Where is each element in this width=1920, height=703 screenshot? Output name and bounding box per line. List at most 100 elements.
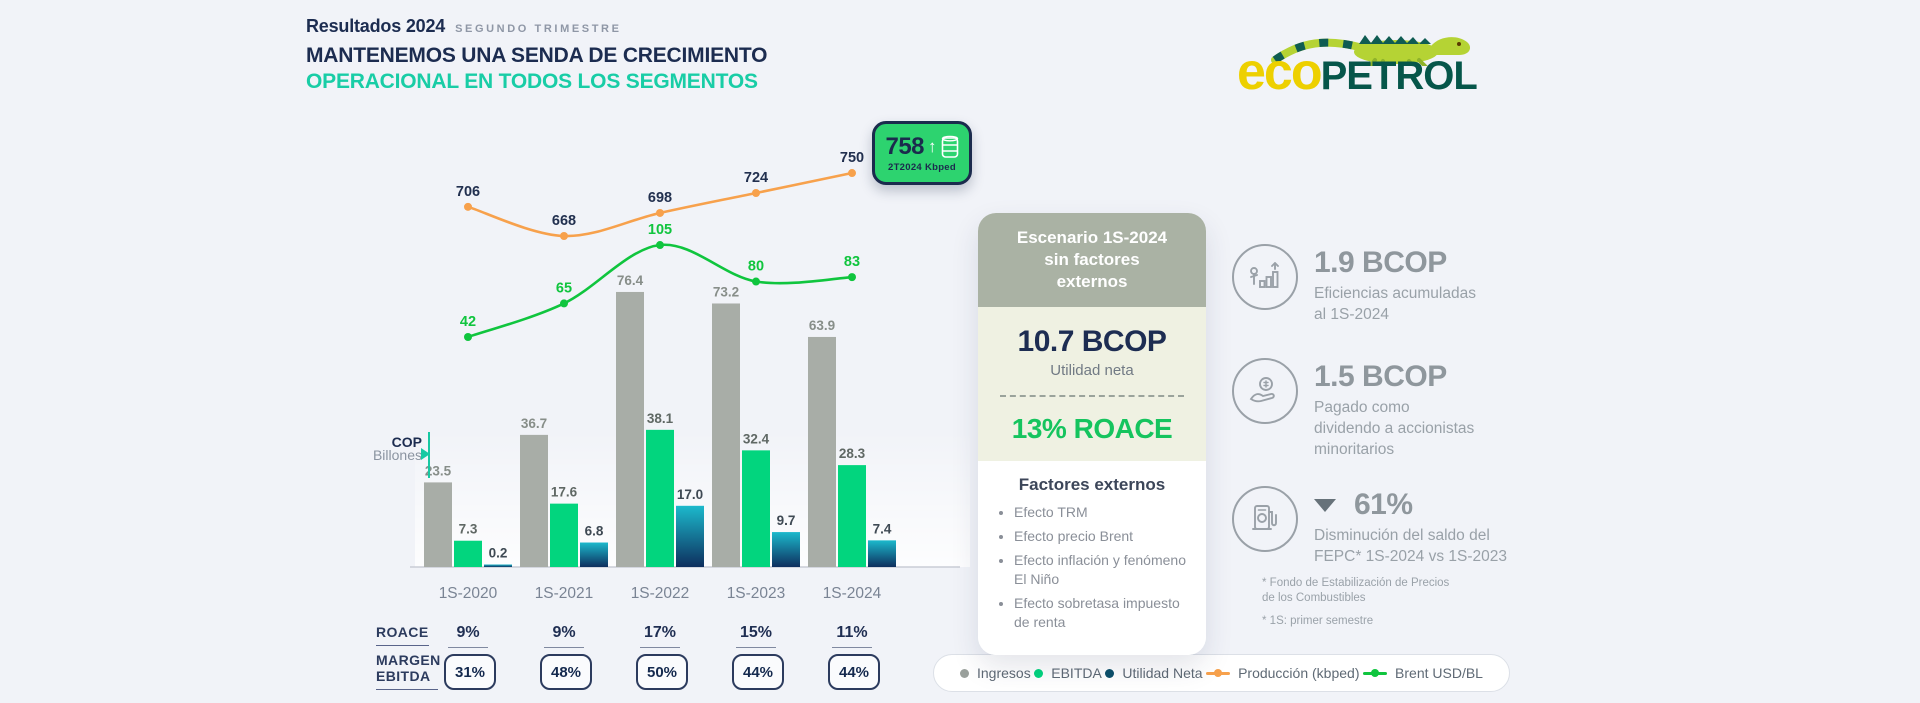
bar-ingresos xyxy=(520,434,548,567)
bar-value-label: 17.6 xyxy=(551,485,578,500)
chart-legend: Ingresos EBITDA Utilidad Neta Producción (k… xyxy=(933,654,1510,692)
bar-utilidad-neta xyxy=(772,532,800,567)
scenario-card-metrics: 10.7 BCOP Utilidad neta 13% ROACE xyxy=(978,307,1206,461)
production-highlight-badge: 758 ↑ 2T2024 Kbped xyxy=(872,121,972,185)
footnote-fepc: * Fondo de Estabilización de Precios de … xyxy=(1262,577,1450,604)
ecopetrol-wordmark: eco PETROL xyxy=(1237,43,1478,101)
hand-coin-icon xyxy=(1232,358,1298,424)
footnote-semestre: * 1S: primer semestre xyxy=(1262,615,1374,627)
line-point xyxy=(656,208,664,217)
decrease-triangle-icon xyxy=(1314,498,1336,512)
net-income-value: 10.7 BCOP xyxy=(1017,325,1167,358)
category-label: 1S-2023 xyxy=(727,585,786,602)
line-value-label: 706 xyxy=(456,184,480,200)
legend-line-icon xyxy=(1363,669,1388,677)
legend-label: Brent USD/BL xyxy=(1395,665,1483,681)
stat-value: 1.5 BCOP xyxy=(1314,360,1447,393)
category-label: 1S-2020 xyxy=(439,585,498,602)
legend-item: Ingresos xyxy=(960,665,1031,681)
bar-value-label: 32.4 xyxy=(743,431,770,446)
quarter-note: SEGUNDO TRIMESTRE xyxy=(455,23,622,35)
roace-value: 9% xyxy=(529,624,599,648)
line-brent xyxy=(467,243,853,339)
legend-label: EBITDA xyxy=(1051,665,1102,681)
combo-chart-svg: 23.5 36.7 76.4 73.2 63.9 7.3 17.6 38.1 32.4 28.3 0… xyxy=(410,150,970,602)
margen-row-label: MARGEN EBITDA xyxy=(376,652,440,690)
bar-value-label: 28.3 xyxy=(839,446,866,461)
bar-value-label: 6.8 xyxy=(585,524,604,539)
margen-ebitda-value: 31% xyxy=(444,654,496,690)
bar-value-label: 7.3 xyxy=(459,522,478,537)
iguana-icon xyxy=(1271,35,1471,66)
category-label: 1S-2022 xyxy=(631,585,690,602)
legend-item: Brent USD/BL xyxy=(1363,665,1483,681)
legend-label: Producción (kbped) xyxy=(1238,665,1360,681)
header: Resultados 2024 SEGUNDO TRIMESTRE MANTEN… xyxy=(306,16,767,95)
line-point xyxy=(848,169,856,178)
line-point xyxy=(752,277,760,286)
wordmark-eco: eco xyxy=(1237,43,1323,101)
bar-value-label: 0.2 xyxy=(489,546,508,561)
legend-dot-icon xyxy=(960,668,969,678)
line-point xyxy=(464,202,472,211)
stat-desc: Disminución del saldo del FEPC* 1S-2024 … xyxy=(1314,527,1507,565)
bar-ingresos xyxy=(712,303,740,567)
bar-value-label: 7.4 xyxy=(873,521,892,536)
line-point xyxy=(848,273,856,282)
margen-ebitda-value: 50% xyxy=(636,654,688,690)
legend-label: Utilidad Neta xyxy=(1122,665,1203,681)
line-value-label: 668 xyxy=(552,213,576,229)
line-value-label: 750 xyxy=(840,150,864,166)
stat-efficiencies: 1.9 BCOP Eficiencias acumuladas al 1S-20… xyxy=(1232,244,1476,325)
line-point xyxy=(560,299,568,308)
stat-value: 1.9 BCOP xyxy=(1314,246,1447,279)
scenario-card: Escenario 1S-2024 sin factores externos … xyxy=(978,213,1206,655)
line-value-label: 724 xyxy=(744,170,768,186)
stat-desc: Eficiencias acumuladas al 1S-2024 xyxy=(1314,285,1476,323)
oil-barrel-icon xyxy=(941,135,958,158)
legend-label: Ingresos xyxy=(977,665,1031,681)
roace-value: 11% xyxy=(817,624,887,648)
bar-value-label: 63.9 xyxy=(809,318,835,333)
bar-ebitda xyxy=(742,450,770,567)
dashed-divider xyxy=(1000,395,1184,397)
legend-dot-icon xyxy=(1105,668,1115,678)
bar-utilidad-neta xyxy=(580,542,608,567)
line-value-label: 698 xyxy=(648,190,672,206)
page-title-line1: MANTENEMOS UNA SENDA DE CRECIMIENTO xyxy=(306,44,768,67)
bar-utilidad-neta xyxy=(868,540,896,567)
bar-ebitda xyxy=(646,429,674,567)
bar-ebitda xyxy=(838,465,866,567)
bar-ingresos xyxy=(616,291,644,567)
factor-item: Efecto sobretasa impuesto de renta xyxy=(1014,594,1190,632)
fuel-pump-icon xyxy=(1232,486,1298,552)
roace-row-label: ROACE xyxy=(376,624,429,646)
results-kicker: Resultados 2024 xyxy=(306,16,446,36)
growth-chart-icon xyxy=(1232,244,1298,310)
stat-fepc: 61% Disminución del saldo del FEPC* 1S-2… xyxy=(1232,486,1507,567)
legend-item: EBITDA xyxy=(1034,665,1102,681)
line-value-label: 83 xyxy=(844,254,860,270)
bar-value-label: 73.2 xyxy=(713,284,739,299)
line-value-label: 65 xyxy=(556,280,572,296)
line-point xyxy=(752,188,760,197)
badge-subtitle: 2T2024 Kbped xyxy=(887,162,956,173)
external-factors-section: Factores externos Efecto TRM Efecto preci… xyxy=(978,461,1206,655)
line-point xyxy=(656,241,664,250)
bar-ebitda xyxy=(550,503,578,567)
bar-value-label: 23.5 xyxy=(425,463,452,478)
bar-value-label: 76.4 xyxy=(617,273,644,288)
bar-ingresos xyxy=(808,336,836,567)
bar-value-label: 9.7 xyxy=(777,513,796,528)
line-value-label: 80 xyxy=(748,259,764,275)
scenario-card-header: Escenario 1S-2024 sin factores externos xyxy=(978,213,1206,307)
margen-ebitda-value: 48% xyxy=(540,654,592,690)
category-label: 1S-2024 xyxy=(823,585,882,602)
up-arrow-icon: ↑ xyxy=(928,137,937,156)
net-income-label: Utilidad neta xyxy=(1050,362,1134,379)
stat-dividends: 1.5 BCOP Pagado como dividendo a accioni… xyxy=(1232,358,1474,460)
external-factors-title: Factores externos xyxy=(1018,475,1166,494)
bar-ebitda xyxy=(454,540,482,567)
margen-ebitda-value: 44% xyxy=(828,654,880,690)
axis-unit-label: COP Billones xyxy=(336,435,422,462)
